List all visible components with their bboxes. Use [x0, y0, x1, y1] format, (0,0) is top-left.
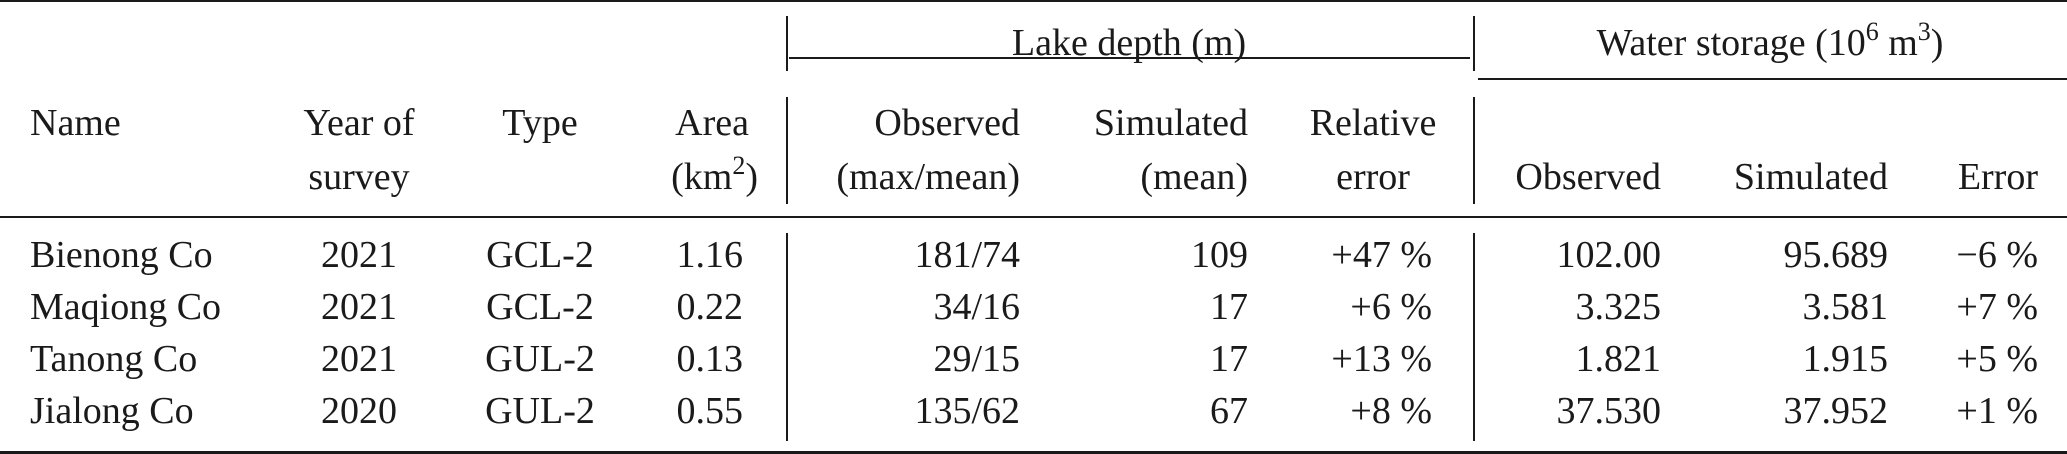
cell-type: GCL-2 — [486, 234, 594, 276]
cell-storage-error: +7 % — [1956, 286, 2038, 328]
cell-storage-error: +5 % — [1956, 338, 2038, 380]
cell-area: 0.13 — [676, 338, 744, 380]
col-header-year-line2: survey — [308, 156, 410, 198]
separator-depth-mid — [786, 97, 788, 204]
cell-year: 2020 — [321, 390, 397, 432]
storage-group-rule — [1478, 78, 2067, 80]
cell-storage-observed: 1.821 — [1575, 338, 1662, 380]
col-header-depth-relerr-line2: error — [1336, 156, 1410, 198]
cell-area: 0.55 — [676, 390, 744, 432]
cell-name: Bienong Co — [30, 234, 213, 276]
cell-name: Maqiong Co — [30, 286, 222, 328]
col-header-storage-observed: Observed — [1515, 156, 1661, 198]
cell-depth-observed: 29/15 — [933, 338, 1020, 380]
group-header-water-storage: Water storage (106 m3) — [1596, 17, 1944, 64]
cell-type: GCL-2 — [486, 286, 594, 328]
col-header-depth-observed-line1: Observed — [874, 102, 1020, 144]
cell-storage-observed: 37.530 — [1556, 390, 1662, 432]
col-header-storage-error: Error — [1957, 156, 2038, 198]
cell-depth-observed: 34/16 — [933, 286, 1020, 328]
cell-depth-error: +47 % — [1331, 234, 1432, 276]
cell-area: 0.22 — [676, 286, 744, 328]
col-header-storage-simulated: Simulated — [1733, 156, 1888, 198]
top-rule — [0, 0, 2067, 2]
separator-storage-mid — [1473, 97, 1475, 204]
col-header-name: Name — [30, 102, 121, 144]
cell-depth-observed: 181/74 — [914, 234, 1020, 276]
separator-depth-body — [786, 233, 788, 441]
cell-depth-observed: 135/62 — [914, 390, 1020, 432]
cell-year: 2021 — [321, 338, 397, 380]
cell-storage-error: −6 % — [1956, 234, 2038, 276]
cell-depth-error: +8 % — [1350, 390, 1432, 432]
col-header-depth-relerr-line1: Relative — [1309, 102, 1437, 144]
cell-storage-simulated: 95.689 — [1783, 234, 1889, 276]
separator-storage-top — [1473, 16, 1475, 71]
cell-storage-error: +1 % — [1956, 390, 2038, 432]
col-header-depth-simulated-line2: (mean) — [1140, 156, 1248, 198]
cell-depth-simulated: 17 — [1210, 286, 1248, 328]
bottom-rule — [0, 451, 2067, 454]
cell-storage-observed: 3.325 — [1575, 286, 1662, 328]
cell-storage-simulated: 3.581 — [1802, 286, 1889, 328]
cell-depth-simulated: 109 — [1191, 234, 1248, 276]
cell-storage-observed: 102.00 — [1556, 234, 1662, 276]
col-header-depth-observed-line2: (max/mean) — [836, 156, 1020, 198]
separator-storage-body — [1473, 233, 1475, 441]
cell-depth-error: +13 % — [1331, 338, 1432, 380]
cell-storage-simulated: 37.952 — [1783, 390, 1889, 432]
cell-storage-simulated: 1.915 — [1802, 338, 1889, 380]
cell-name: Jialong Co — [30, 390, 194, 432]
col-header-type: Type — [502, 102, 578, 144]
col-header-depth-simulated-line1: Simulated — [1093, 102, 1248, 144]
header-rule — [0, 216, 2067, 218]
col-header-year-line1: Year of — [303, 102, 415, 144]
col-header-area-line1: Area — [675, 102, 749, 144]
col-header-area-line2: (km2) — [671, 151, 758, 198]
cell-depth-error: +6 % — [1350, 286, 1432, 328]
group-header-lake-depth: Lake depth (m) — [1011, 22, 1247, 64]
cell-name: Tanong Co — [30, 338, 198, 380]
depth-group-rule — [789, 57, 1470, 59]
cell-area: 1.16 — [676, 234, 744, 276]
separator-depth-top — [786, 16, 788, 71]
cell-type: GUL-2 — [485, 390, 595, 432]
cell-year: 2021 — [321, 286, 397, 328]
cell-type: GUL-2 — [485, 338, 595, 380]
cell-depth-simulated: 17 — [1210, 338, 1248, 380]
cell-depth-simulated: 67 — [1210, 390, 1248, 432]
cell-year: 2021 — [321, 234, 397, 276]
